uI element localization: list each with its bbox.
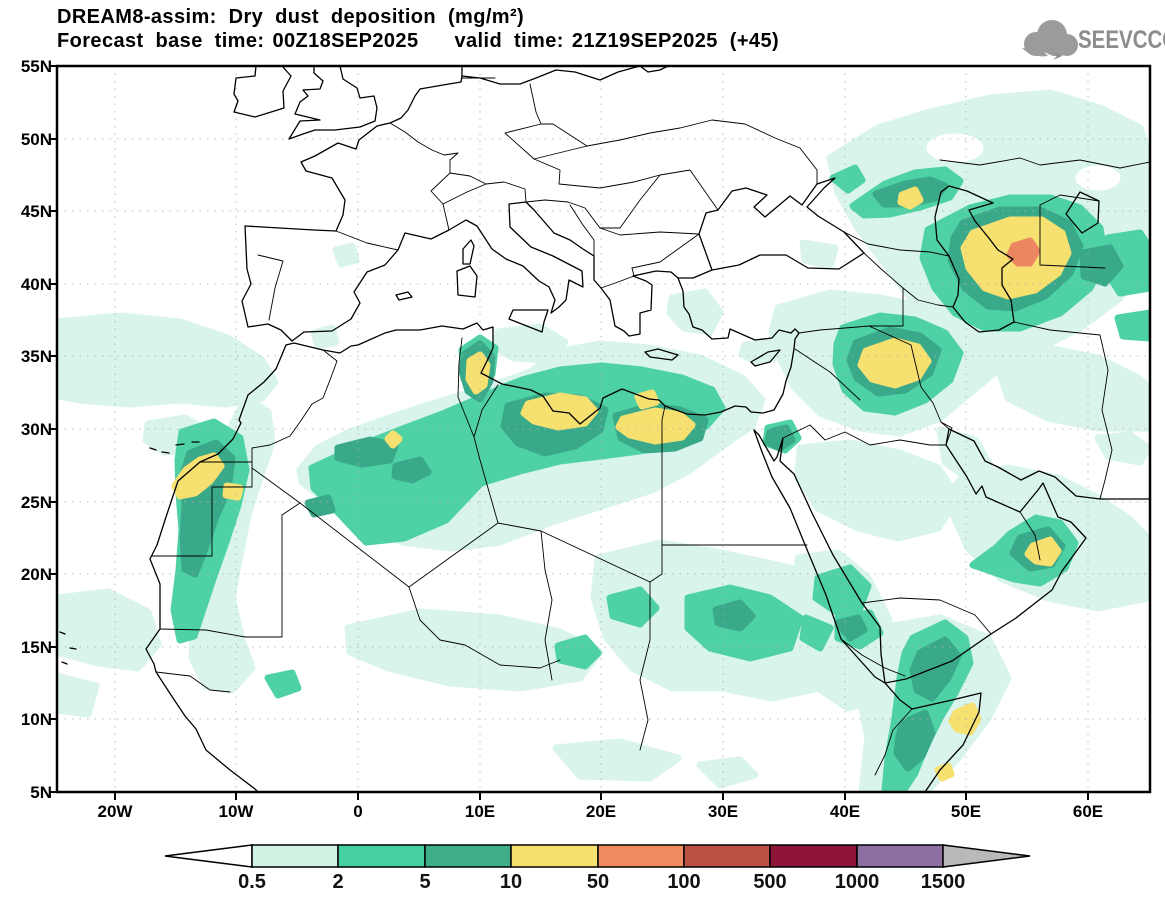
axis-ticks xyxy=(49,65,1089,800)
lat-label-25n: 25N xyxy=(20,493,52,512)
colorbar-level-1000: 1000 xyxy=(834,871,880,893)
lat-label-5n: 5N xyxy=(30,783,52,802)
country-borders xyxy=(151,77,1150,776)
lat-label-10n: 10N xyxy=(20,710,52,729)
lon-label-30e: 30E xyxy=(707,802,739,821)
lon-label-40e: 40E xyxy=(829,802,861,821)
seevccc-logo-text: SEEVCCC xyxy=(1078,26,1165,54)
colorbar-level-2: 2 xyxy=(332,871,344,893)
forecast-base-time: 00Z18SEP2025 xyxy=(272,30,419,52)
colorbar-level-0.5: 0.5 xyxy=(238,871,266,893)
colorbar-level-5: 5 xyxy=(419,871,431,893)
lon-label-50e: 50E xyxy=(950,802,982,821)
lat-label-35n: 35N xyxy=(20,347,52,366)
lat-label-30n: 30N xyxy=(20,420,52,439)
colorbar-level-500: 500 xyxy=(753,871,787,893)
title-text: DREAM8-assim: Dry dust deposition (mg/m²… xyxy=(57,6,525,28)
dust-layer-50 xyxy=(1006,237,1041,267)
lat-label-40n: 40N xyxy=(20,275,52,294)
subtitle: Forecast base time: 00Z18SEP2025 valid tim… xyxy=(57,30,779,53)
page-title: DREAM8-assim: Dry dust deposition (mg/m²… xyxy=(57,6,524,29)
coastlines xyxy=(59,66,1150,792)
lon-label-10e: 10E xyxy=(464,802,496,821)
lon-label-60e: 60E xyxy=(1072,802,1104,821)
colorbar-below-min-arrow xyxy=(164,844,253,868)
colorbar-level-10: 10 xyxy=(499,871,523,893)
lat-label-55n: 55N xyxy=(20,57,52,76)
colorbar-above-max-arrow xyxy=(942,844,1031,868)
valid-time-label: valid time: xyxy=(454,30,564,52)
lat-label-15n: 15N xyxy=(20,638,52,657)
valid-time-value: 21Z19SEP2025 (+45) xyxy=(571,30,780,52)
lon-label-20e: 20E xyxy=(585,802,617,821)
colorbar-level-50: 50 xyxy=(586,871,610,893)
lon-label-0: 0 xyxy=(353,802,363,821)
seevccc-cloud-icon xyxy=(1022,20,1078,60)
colorbar-level-1500: 1500 xyxy=(920,871,966,893)
forecast-base-label: Forecast base time: xyxy=(57,30,265,52)
lon-label-20w: 20W xyxy=(97,802,133,821)
colorbar xyxy=(164,844,1031,868)
lat-label-45n: 45N xyxy=(20,202,52,221)
colorbar-level-100: 100 xyxy=(667,871,701,893)
lat-label-50n: 50N xyxy=(20,130,52,149)
lat-label-20n: 20N xyxy=(20,565,52,584)
lon-label-10w: 10W xyxy=(218,802,254,821)
